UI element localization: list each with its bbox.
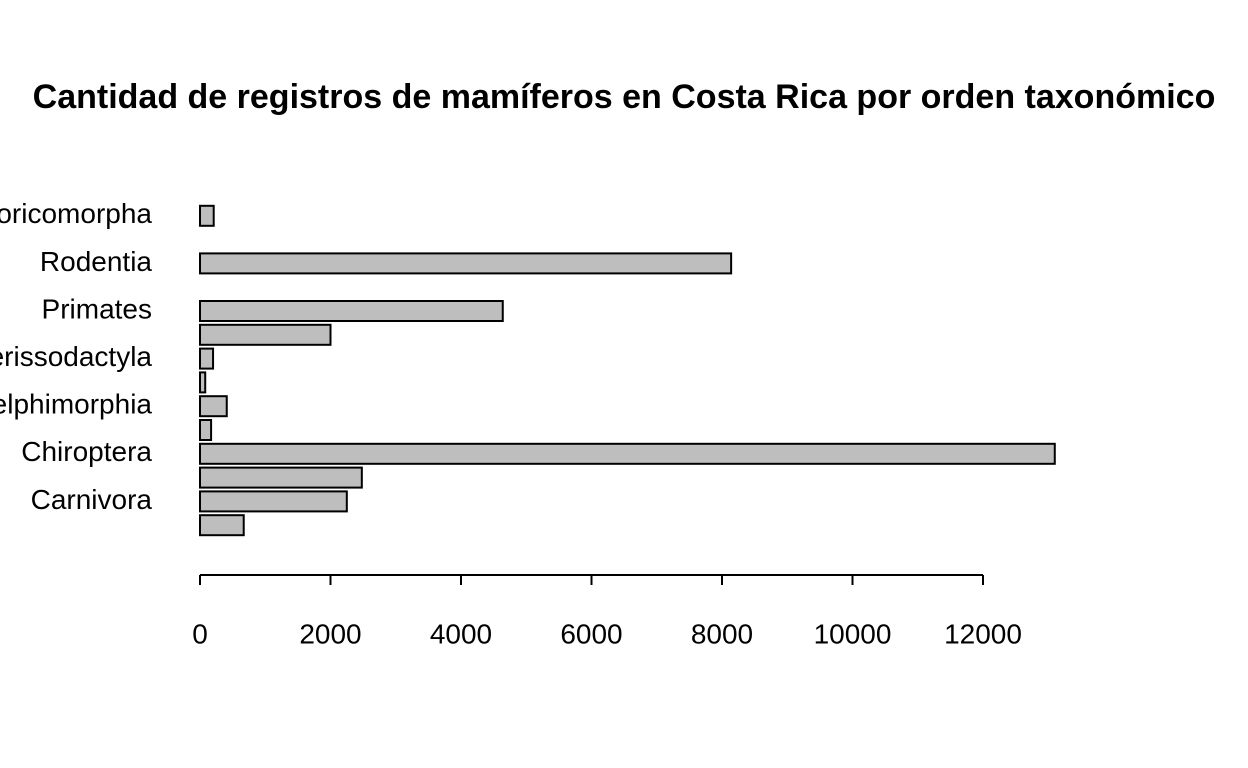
bar: [199, 395, 228, 418]
bar: [199, 323, 332, 346]
y-tick-label: Primates: [42, 293, 152, 324]
bar: [199, 347, 215, 370]
y-tick-label: Carnivora: [31, 484, 153, 515]
x-tick-label: 4000: [430, 618, 492, 649]
y-tick-label: Rodentia: [40, 246, 153, 277]
x-tick-label: 8000: [691, 618, 753, 649]
x-tick-label: 2000: [299, 618, 361, 649]
bar: [199, 371, 207, 394]
bar: [199, 204, 215, 227]
bar: [199, 490, 348, 513]
x-tick-label: 0: [192, 618, 208, 649]
x-tick-label: 12000: [944, 618, 1022, 649]
bar: [199, 252, 733, 275]
y-tick-label: Didelphimorphia: [0, 389, 152, 420]
y-tick-label: Perissodactyla: [0, 341, 152, 372]
bar: [199, 442, 1056, 465]
x-tick-label: 6000: [560, 618, 622, 649]
bar: [199, 419, 213, 441]
x-tick-label: 10000: [814, 618, 892, 649]
bar: [199, 300, 504, 322]
bar: [199, 466, 363, 489]
y-tick-label: Soricomorpha: [0, 198, 152, 229]
chart-title: Cantidad de registros de mamíferos en Co…: [33, 78, 1216, 116]
y-tick-label: Chiroptera: [21, 436, 152, 467]
bar: [199, 514, 245, 537]
